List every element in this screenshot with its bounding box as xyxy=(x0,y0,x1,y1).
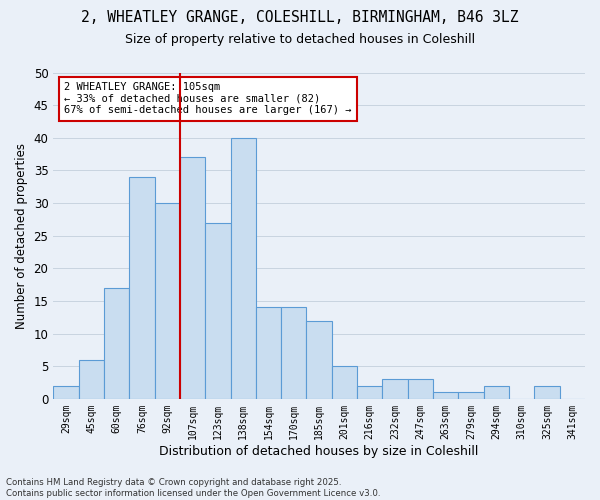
Y-axis label: Number of detached properties: Number of detached properties xyxy=(15,142,28,328)
Bar xyxy=(433,392,458,399)
Text: 2, WHEATLEY GRANGE, COLESHILL, BIRMINGHAM, B46 3LZ: 2, WHEATLEY GRANGE, COLESHILL, BIRMINGHA… xyxy=(81,10,519,25)
Text: 2 WHEATLEY GRANGE: 105sqm
← 33% of detached houses are smaller (82)
67% of semi-: 2 WHEATLEY GRANGE: 105sqm ← 33% of detac… xyxy=(64,82,352,116)
Bar xyxy=(332,366,357,399)
X-axis label: Distribution of detached houses by size in Coleshill: Distribution of detached houses by size … xyxy=(160,444,479,458)
Bar xyxy=(230,138,256,399)
Text: Contains HM Land Registry data © Crown copyright and database right 2025.
Contai: Contains HM Land Registry data © Crown c… xyxy=(6,478,380,498)
Bar xyxy=(180,158,205,399)
Text: Size of property relative to detached houses in Coleshill: Size of property relative to detached ho… xyxy=(125,32,475,46)
Bar xyxy=(281,308,307,399)
Bar xyxy=(155,203,180,399)
Bar xyxy=(256,308,281,399)
Bar xyxy=(53,386,79,399)
Bar xyxy=(205,222,230,399)
Bar xyxy=(357,386,382,399)
Bar xyxy=(129,177,155,399)
Bar xyxy=(382,380,408,399)
Bar xyxy=(408,380,433,399)
Bar xyxy=(458,392,484,399)
Bar xyxy=(535,386,560,399)
Bar xyxy=(104,288,129,399)
Bar xyxy=(307,320,332,399)
Bar xyxy=(484,386,509,399)
Bar xyxy=(79,360,104,399)
